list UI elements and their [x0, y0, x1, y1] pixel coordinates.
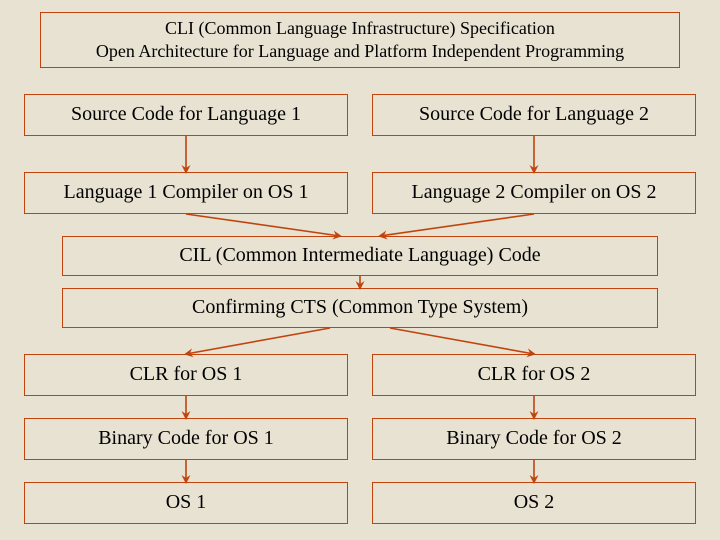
box-cts: Confirming CTS (Common Type System)	[62, 288, 658, 328]
header-box: CLI (Common Language Infrastructure) Spe…	[40, 12, 680, 68]
header-line1: CLI (Common Language Infrastructure) Spe…	[96, 17, 624, 40]
header-line2: Open Architecture for Language and Platf…	[96, 40, 624, 63]
box-cil: CIL (Common Intermediate Language) Code	[62, 236, 658, 276]
box-clr-os2: CLR for OS 2	[372, 354, 696, 396]
label: CLR for OS 2	[478, 362, 591, 388]
box-binary-os2: Binary Code for OS 2	[372, 418, 696, 460]
box-compiler-os1: Language 1 Compiler on OS 1	[24, 172, 348, 214]
label: Binary Code for OS 2	[446, 426, 622, 452]
box-os1: OS 1	[24, 482, 348, 524]
label: CIL (Common Intermediate Language) Code	[179, 243, 540, 269]
flow-arrow	[390, 328, 534, 354]
box-clr-os1: CLR for OS 1	[24, 354, 348, 396]
label: Language 2 Compiler on OS 2	[412, 180, 657, 206]
label: CLR for OS 1	[130, 362, 243, 388]
flow-arrow	[380, 214, 534, 236]
flow-arrow	[186, 328, 330, 354]
label: Confirming CTS (Common Type System)	[192, 295, 528, 321]
flow-arrow	[186, 214, 340, 236]
box-source-lang1: Source Code for Language 1	[24, 94, 348, 136]
label: OS 1	[166, 490, 207, 516]
box-binary-os1: Binary Code for OS 1	[24, 418, 348, 460]
label: Binary Code for OS 1	[98, 426, 274, 452]
label: Language 1 Compiler on OS 1	[64, 180, 309, 206]
box-compiler-os2: Language 2 Compiler on OS 2	[372, 172, 696, 214]
label: Source Code for Language 1	[71, 102, 301, 128]
label: Source Code for Language 2	[419, 102, 649, 128]
box-os2: OS 2	[372, 482, 696, 524]
box-source-lang2: Source Code for Language 2	[372, 94, 696, 136]
label: OS 2	[514, 490, 555, 516]
